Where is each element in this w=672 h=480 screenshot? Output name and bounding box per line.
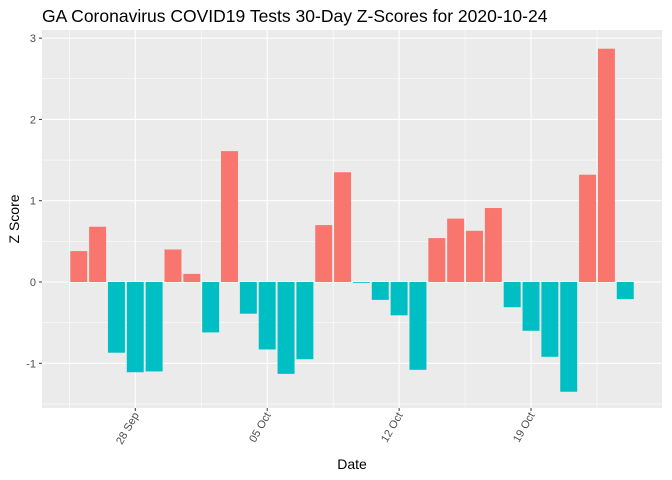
y-tick-label: -1 <box>26 358 36 370</box>
bar <box>164 249 182 282</box>
x-tick-label: 19 Oct <box>511 411 538 445</box>
bar <box>352 282 370 283</box>
bar <box>315 225 333 282</box>
bar <box>296 282 314 360</box>
x-tick-label: 05 Oct <box>247 411 274 445</box>
bar <box>221 151 238 282</box>
bar <box>371 282 389 300</box>
bar <box>541 282 559 357</box>
bar <box>145 282 163 372</box>
bar <box>616 282 634 300</box>
y-tick-label: 3 <box>30 33 36 45</box>
bar <box>466 230 483 282</box>
bar <box>560 282 578 392</box>
y-tick-label: 1 <box>30 196 36 208</box>
y-tick-label: 2 <box>30 114 36 126</box>
chart-title: GA Coronavirus COVID19 Tests 30-Day Z-Sc… <box>42 6 548 26</box>
bar <box>70 251 88 282</box>
bar <box>334 172 352 282</box>
bar <box>503 282 521 308</box>
bar <box>183 273 201 282</box>
bar <box>579 174 597 282</box>
bar <box>447 218 465 282</box>
bar <box>484 208 502 282</box>
bar <box>522 282 540 331</box>
y-tick-label: 0 <box>30 277 36 289</box>
bar <box>277 282 295 374</box>
x-tick-label: 28 Sep <box>114 411 142 447</box>
plot-panel <box>42 30 662 408</box>
bar <box>107 282 125 353</box>
bar <box>89 226 107 282</box>
bar <box>202 282 220 333</box>
bar <box>390 282 408 316</box>
bar <box>258 282 276 350</box>
y-axis-title: Z Score <box>6 194 22 243</box>
bar <box>126 282 144 373</box>
bar <box>409 282 427 370</box>
x-axis-title: Date <box>337 456 367 472</box>
x-tick-label: 12 Oct <box>379 411 406 445</box>
bar <box>428 238 446 282</box>
bar <box>239 282 257 314</box>
bar <box>597 48 615 282</box>
